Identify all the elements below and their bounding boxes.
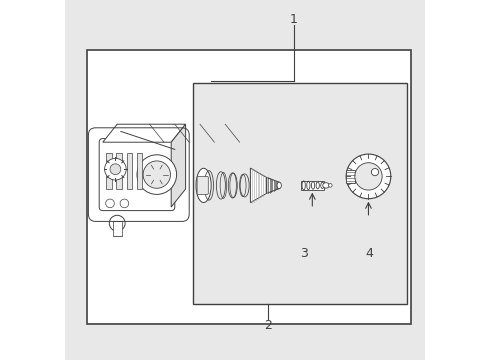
Bar bbox=[193, 83, 407, 304]
Polygon shape bbox=[103, 124, 186, 142]
Circle shape bbox=[137, 155, 176, 194]
Text: 4: 4 bbox=[365, 247, 373, 260]
Polygon shape bbox=[267, 177, 279, 193]
Circle shape bbox=[110, 164, 121, 175]
Bar bbox=[117, 153, 122, 189]
Circle shape bbox=[104, 158, 126, 180]
Circle shape bbox=[109, 215, 125, 231]
Ellipse shape bbox=[323, 183, 329, 188]
Ellipse shape bbox=[277, 182, 281, 189]
Circle shape bbox=[106, 199, 114, 208]
Bar bbox=[346, 170, 355, 183]
Polygon shape bbox=[250, 168, 267, 203]
Circle shape bbox=[120, 199, 129, 208]
FancyBboxPatch shape bbox=[197, 176, 208, 194]
Bar bbox=[126, 153, 132, 189]
Circle shape bbox=[346, 154, 391, 199]
FancyBboxPatch shape bbox=[99, 139, 175, 211]
Polygon shape bbox=[171, 124, 186, 207]
Bar bbox=[113, 221, 122, 236]
Ellipse shape bbox=[196, 168, 211, 202]
Circle shape bbox=[143, 161, 171, 188]
Circle shape bbox=[355, 163, 382, 190]
Text: 1: 1 bbox=[290, 13, 297, 26]
Ellipse shape bbox=[328, 184, 332, 187]
Circle shape bbox=[371, 168, 379, 176]
Text: 3: 3 bbox=[300, 247, 308, 260]
Bar bbox=[301, 181, 324, 190]
Bar bbox=[106, 153, 112, 189]
Bar bbox=[137, 153, 143, 189]
Bar bbox=[87, 50, 411, 324]
Text: 2: 2 bbox=[265, 319, 272, 332]
